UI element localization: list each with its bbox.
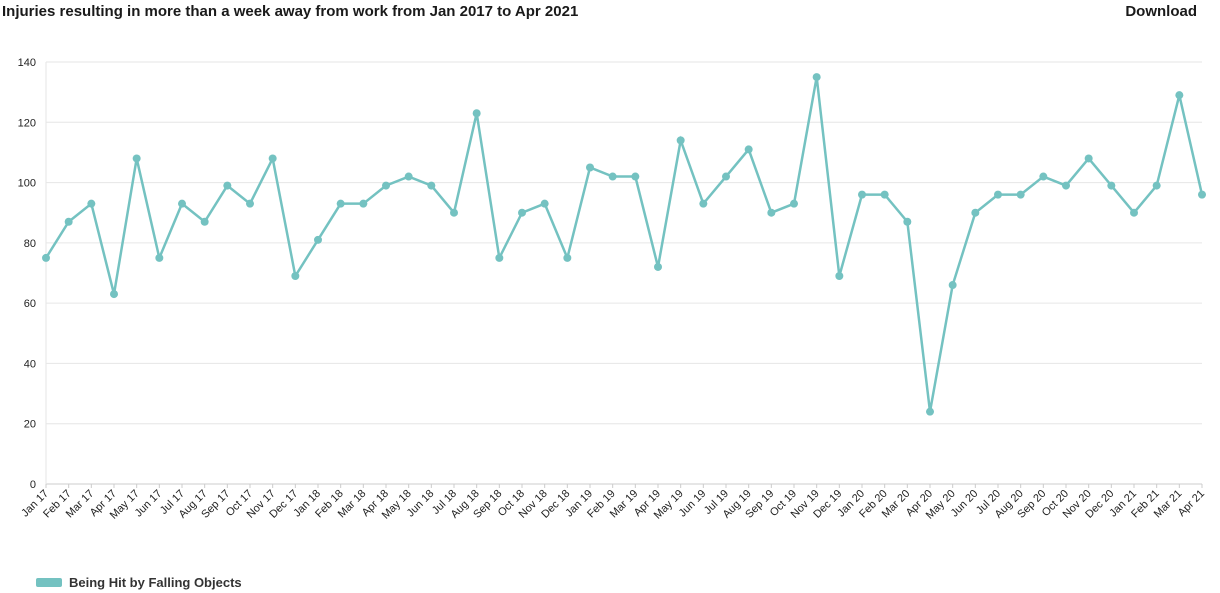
data-point[interactable] xyxy=(382,181,390,190)
data-point[interactable] xyxy=(336,199,345,208)
data-point[interactable] xyxy=(971,208,980,217)
data-point[interactable] xyxy=(223,181,232,190)
data-point[interactable] xyxy=(404,172,413,181)
data-point[interactable] xyxy=(132,154,141,163)
data-point[interactable] xyxy=(654,262,662,271)
data-point[interactable] xyxy=(790,199,798,208)
data-point[interactable] xyxy=(155,253,164,262)
data-point[interactable] xyxy=(87,199,96,208)
data-point[interactable] xyxy=(835,272,844,281)
data-point[interactable] xyxy=(200,217,209,226)
y-tick-label: 60 xyxy=(24,298,36,310)
data-point[interactable] xyxy=(812,73,821,82)
series-line xyxy=(44,76,1204,412)
data-point[interactable] xyxy=(1107,181,1116,190)
legend-item[interactable]: Being Hit by Falling Objects xyxy=(36,575,242,590)
data-point[interactable] xyxy=(608,172,617,181)
data-point[interactable] xyxy=(699,199,708,208)
data-point[interactable] xyxy=(563,253,572,262)
data-point[interactable] xyxy=(42,253,50,262)
data-point[interactable] xyxy=(359,199,368,208)
data-point[interactable] xyxy=(994,190,1002,199)
y-tick-label: 80 xyxy=(24,238,36,250)
data-point[interactable] xyxy=(64,217,73,226)
data-point[interactable] xyxy=(744,145,753,154)
data-point[interactable] xyxy=(450,208,458,217)
data-point[interactable] xyxy=(540,199,549,208)
data-point[interactable] xyxy=(246,199,254,208)
data-point[interactable] xyxy=(1062,181,1070,190)
data-point[interactable] xyxy=(110,290,118,299)
data-point[interactable] xyxy=(518,208,526,217)
legend-label: Being Hit by Falling Objects xyxy=(69,575,242,590)
y-tick-label: 120 xyxy=(18,117,36,129)
chart-title: Injuries resulting in more than a week a… xyxy=(2,3,579,20)
data-point[interactable] xyxy=(1039,172,1048,181)
data-point[interactable] xyxy=(948,281,957,290)
data-point[interactable] xyxy=(1175,91,1184,100)
data-point[interactable] xyxy=(1084,154,1093,163)
y-tick-label: 100 xyxy=(18,178,36,190)
data-point[interactable] xyxy=(1016,190,1025,199)
legend-swatch xyxy=(36,578,62,587)
data-point[interactable] xyxy=(903,217,912,226)
data-point[interactable] xyxy=(926,407,934,416)
data-point[interactable] xyxy=(767,208,776,217)
data-point[interactable] xyxy=(178,199,186,208)
data-point[interactable] xyxy=(472,109,481,118)
y-tick-label: 0 xyxy=(30,479,36,491)
data-point[interactable] xyxy=(586,163,594,172)
data-point[interactable] xyxy=(427,181,436,190)
data-point[interactable] xyxy=(1198,190,1206,199)
data-point[interactable] xyxy=(314,235,322,244)
y-tick-label: 20 xyxy=(24,419,36,431)
data-point[interactable] xyxy=(631,172,640,181)
y-tick-label: 140 xyxy=(18,57,36,69)
data-point[interactable] xyxy=(495,253,504,262)
data-point[interactable] xyxy=(1130,208,1138,217)
data-point[interactable] xyxy=(676,136,685,145)
data-point[interactable] xyxy=(880,190,889,199)
data-point[interactable] xyxy=(858,190,866,199)
data-point[interactable] xyxy=(268,154,277,163)
data-point[interactable] xyxy=(291,272,300,281)
data-point[interactable] xyxy=(722,172,730,181)
y-tick-label: 40 xyxy=(24,358,36,370)
data-point[interactable] xyxy=(1152,181,1161,190)
download-button[interactable]: Download xyxy=(1125,3,1197,20)
